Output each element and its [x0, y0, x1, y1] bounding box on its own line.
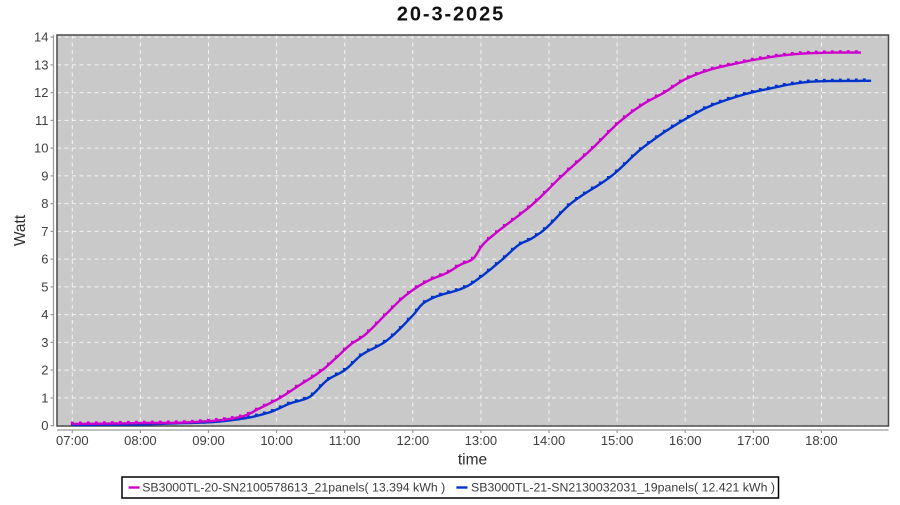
svg-text:5: 5 [41, 280, 48, 295]
svg-text:0: 0 [41, 418, 48, 433]
svg-text:9: 9 [41, 169, 48, 184]
svg-text:6: 6 [41, 252, 48, 267]
svg-text:11: 11 [35, 113, 49, 128]
svg-text:12:00: 12:00 [397, 433, 430, 448]
svg-text:12: 12 [34, 85, 48, 100]
svg-text:3: 3 [41, 335, 48, 350]
svg-text:time: time [458, 452, 487, 469]
svg-text:7: 7 [41, 224, 48, 239]
svg-text:13: 13 [34, 58, 48, 73]
svg-text:14: 14 [34, 30, 48, 45]
svg-text:17:00: 17:00 [737, 433, 770, 448]
svg-text:8: 8 [41, 196, 48, 211]
svg-text:20-3-2025: 20-3-2025 [397, 4, 505, 26]
svg-text:SB3000TL-21-SN2130032031_19pan: SB3000TL-21-SN2130032031_19panels( 12.42… [471, 481, 775, 495]
svg-text:14:00: 14:00 [533, 433, 566, 448]
svg-text:1: 1 [41, 391, 48, 406]
svg-text:16:00: 16:00 [669, 433, 702, 448]
svg-text:4: 4 [41, 307, 48, 322]
svg-text:15:00: 15:00 [601, 433, 634, 448]
svg-text:10:00: 10:00 [260, 433, 293, 448]
svg-text:07:00: 07:00 [56, 433, 89, 448]
svg-text:10: 10 [34, 141, 48, 156]
svg-text:Watt: Watt [12, 214, 29, 246]
svg-text:09:00: 09:00 [192, 433, 225, 448]
svg-text:2: 2 [41, 363, 48, 378]
svg-text:18:00: 18:00 [805, 433, 838, 448]
svg-text:13:00: 13:00 [465, 433, 498, 448]
svg-text:08:00: 08:00 [124, 433, 157, 448]
svg-text:SB3000TL-20-SN2100578613_21pan: SB3000TL-20-SN2100578613_21panels( 13.39… [142, 481, 445, 495]
svg-text:11:00: 11:00 [329, 433, 361, 448]
